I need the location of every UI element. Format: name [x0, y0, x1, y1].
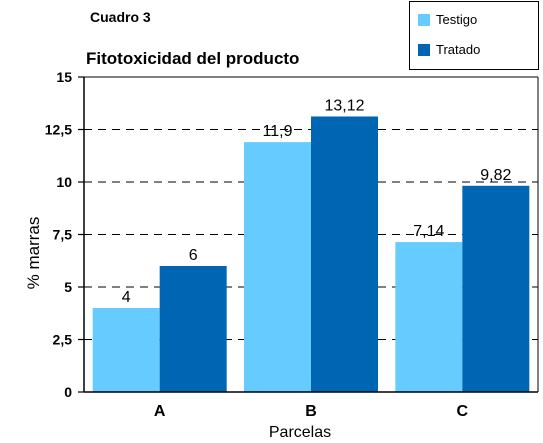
- legend-label-tratado: Tratado: [436, 42, 481, 57]
- y-tick-label: 0: [64, 384, 72, 400]
- y-tick-label: 7,5: [53, 227, 73, 243]
- y-tick-label: 12,5: [45, 122, 72, 138]
- x-tick-label: A: [154, 403, 166, 420]
- data-label: 6: [189, 247, 198, 264]
- legend-item-tratado: Tratado: [418, 42, 480, 57]
- data-label: 9,82: [480, 167, 511, 184]
- y-tick-label: 15: [56, 69, 72, 85]
- bar-testigo-c: [395, 242, 463, 392]
- y-tick-label: 2,5: [53, 332, 73, 348]
- bar-testigo-a: [92, 308, 160, 392]
- chart-supertitle: Cuadro 3: [90, 9, 151, 25]
- x-tick-label: B: [305, 403, 317, 420]
- legend-label-testigo: Testigo: [436, 12, 478, 27]
- bar-tratado-b: [311, 116, 378, 392]
- x-axis-label: Parcelas: [268, 424, 332, 441]
- x-tick-label: C: [457, 403, 469, 420]
- chart-legend: Testigo Tratado: [409, 1, 539, 70]
- legend-item-testigo: Testigo: [418, 12, 477, 27]
- bar-tratado-a: [159, 266, 227, 392]
- legend-swatch-tratado: [418, 43, 430, 56]
- bar-tratado-c: [462, 185, 530, 392]
- data-label: 4: [122, 289, 131, 306]
- y-tick-label: 5: [64, 279, 72, 295]
- chart-title: Fitotoxicidad del producto: [86, 49, 300, 68]
- data-label: 13,12: [324, 97, 364, 114]
- data-label: 7,14: [413, 223, 444, 240]
- bar-testigo-b: [244, 142, 311, 392]
- legend-swatch-testigo: [418, 13, 430, 26]
- y-tick-label: 10: [56, 174, 72, 190]
- data-label: 11,9: [263, 123, 293, 140]
